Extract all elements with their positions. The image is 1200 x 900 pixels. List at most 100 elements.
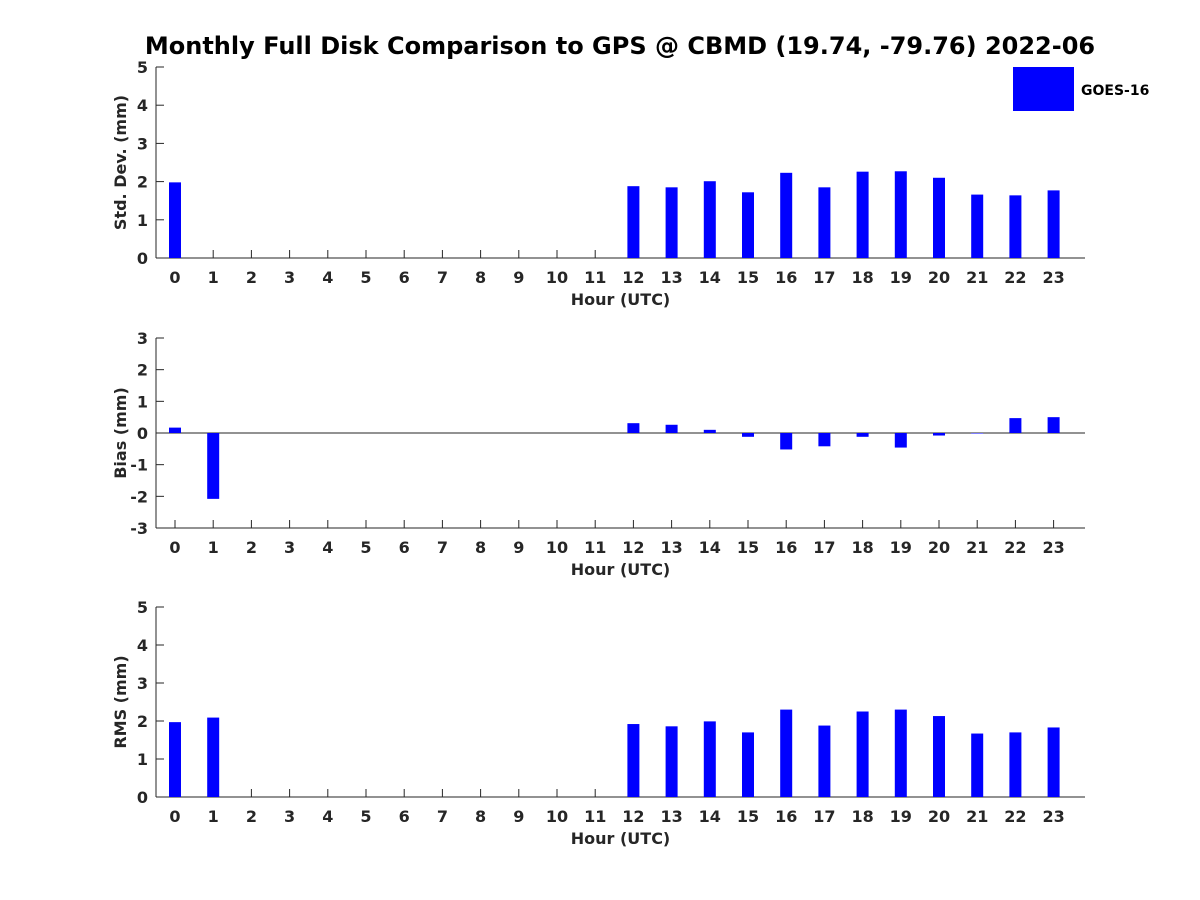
bias-x-tick-label: 19	[890, 538, 912, 557]
bias-x-tick-label: 11	[584, 538, 606, 557]
std-dev-bar-16	[780, 172, 793, 258]
bias-bar-21	[971, 433, 984, 434]
bias-bar-17	[818, 433, 831, 447]
bias-x-tick-label: 2	[246, 538, 257, 557]
std-dev-x-tick-label: 16	[775, 268, 797, 287]
rms-x-tick-label: 1	[208, 807, 219, 826]
std-dev-x-tick-label: 18	[851, 268, 873, 287]
rms-bar-23	[1047, 727, 1060, 797]
std-dev-x-tick-label: 5	[360, 268, 371, 287]
std-dev-x-tick-label: 1	[208, 268, 219, 287]
rms-bar-13	[665, 726, 678, 797]
bias-x-tick-label: 1	[208, 538, 219, 557]
std-dev-x-tick-label: 7	[437, 268, 448, 287]
std-dev-y-tick-label: 1	[137, 211, 148, 230]
std-dev-x-tick-label: 19	[890, 268, 912, 287]
rms-bar-19	[894, 709, 907, 797]
std-dev-y-tick-label: 4	[137, 96, 148, 115]
rms-x-tick-label: 22	[1004, 807, 1026, 826]
bias-y-tick-label: 0	[137, 424, 148, 443]
std-dev-y-tick-label: 0	[137, 249, 148, 268]
std-dev-x-tick-label: 11	[584, 268, 606, 287]
rms-bar-12	[627, 724, 640, 797]
bias-x-tick-label: 12	[622, 538, 644, 557]
rms-x-tick-label: 7	[437, 807, 448, 826]
rms-x-tick-label: 18	[851, 807, 873, 826]
rms-x-axis-label: Hour (UTC)	[571, 829, 671, 848]
bias-x-tick-label: 4	[322, 538, 333, 557]
bias-bar-19	[894, 433, 907, 448]
rms-x-tick-label: 4	[322, 807, 333, 826]
rms-y-tick-label: 4	[137, 636, 148, 655]
std-dev-bar-21	[971, 194, 984, 258]
rms-x-tick-label: 5	[360, 807, 371, 826]
rms-x-tick-label: 6	[399, 807, 410, 826]
bias-y-tick-label: 3	[137, 329, 148, 348]
rms-bar-16	[780, 709, 793, 797]
bias-x-tick-label: 9	[513, 538, 524, 557]
rms-x-tick-label: 14	[699, 807, 721, 826]
rms-x-tick-label: 8	[475, 807, 486, 826]
std-dev-x-tick-label: 6	[399, 268, 410, 287]
rms-x-tick-label: 15	[737, 807, 759, 826]
bias-y-tick-label: 1	[137, 392, 148, 411]
std-dev-x-tick-label: 13	[660, 268, 682, 287]
std-dev-bar-17	[818, 187, 831, 258]
std-dev-x-tick-label: 17	[813, 268, 835, 287]
rms-x-tick-label: 16	[775, 807, 797, 826]
std-dev-bar-23	[1047, 190, 1060, 258]
bias-y-tick-label: -2	[130, 487, 148, 506]
std-dev-x-tick-label: 23	[1042, 268, 1064, 287]
rms-x-tick-label: 17	[813, 807, 835, 826]
std-dev-x-tick-label: 9	[513, 268, 524, 287]
bias-x-tick-label: 5	[360, 538, 371, 557]
bias-x-tick-label: 22	[1004, 538, 1026, 557]
std-dev-x-tick-label: 8	[475, 268, 486, 287]
bias-bar-15	[742, 433, 754, 437]
bias-x-tick-label: 10	[546, 538, 568, 557]
rms-y-tick-label: 0	[137, 788, 148, 807]
bias-x-tick-label: 23	[1042, 538, 1064, 557]
rms-bar-20	[933, 716, 945, 797]
rms-x-tick-label: 2	[246, 807, 257, 826]
bias-y-axis-label: Bias (mm)	[111, 387, 130, 479]
rms-y-tick-label: 1	[137, 750, 148, 769]
std-dev-x-tick-label: 2	[246, 268, 257, 287]
bias-bar-12	[627, 423, 640, 433]
std-dev-x-tick-label: 10	[546, 268, 568, 287]
bias-bar-23	[1047, 417, 1060, 433]
bias-x-tick-label: 18	[851, 538, 873, 557]
bias-y-tick-label: -3	[130, 519, 148, 538]
std-dev-bar-19	[894, 171, 907, 258]
legend: GOES-16	[1013, 67, 1149, 111]
bias-bar-14	[703, 429, 716, 433]
std-dev-y-tick-label: 2	[137, 173, 148, 192]
std-dev-bar-18	[856, 171, 869, 258]
std-dev-y-tick-label: 5	[137, 58, 148, 77]
rms-bar-1	[207, 717, 220, 797]
bias-x-tick-label: 20	[928, 538, 950, 557]
std-dev-x-tick-label: 21	[966, 268, 988, 287]
bias-x-axis-label: Hour (UTC)	[571, 560, 671, 579]
bias-x-tick-label: 6	[399, 538, 410, 557]
rms-x-tick-label: 11	[584, 807, 606, 826]
rms-y-tick-label: 3	[137, 674, 148, 693]
bias-bar-16	[780, 433, 793, 450]
std-dev-y-axis-label: Std. Dev. (mm)	[111, 95, 130, 230]
bias-x-tick-label: 8	[475, 538, 486, 557]
legend-swatch	[1013, 67, 1074, 111]
rms-y-tick-label: 2	[137, 712, 148, 731]
chart-title: Monthly Full Disk Comparison to GPS @ CB…	[145, 32, 1095, 60]
legend-label: GOES-16	[1081, 83, 1149, 99]
std-dev-bar-12	[627, 186, 640, 258]
rms-x-tick-label: 12	[622, 807, 644, 826]
std-dev-bar-14	[703, 181, 716, 258]
bias-bar-22	[1009, 418, 1022, 433]
std-dev-x-tick-label: 15	[737, 268, 759, 287]
rms-bar-15	[742, 732, 754, 797]
bias-bar-0	[169, 427, 181, 433]
bias-x-tick-label: 7	[437, 538, 448, 557]
bias-bar-1	[207, 433, 220, 499]
